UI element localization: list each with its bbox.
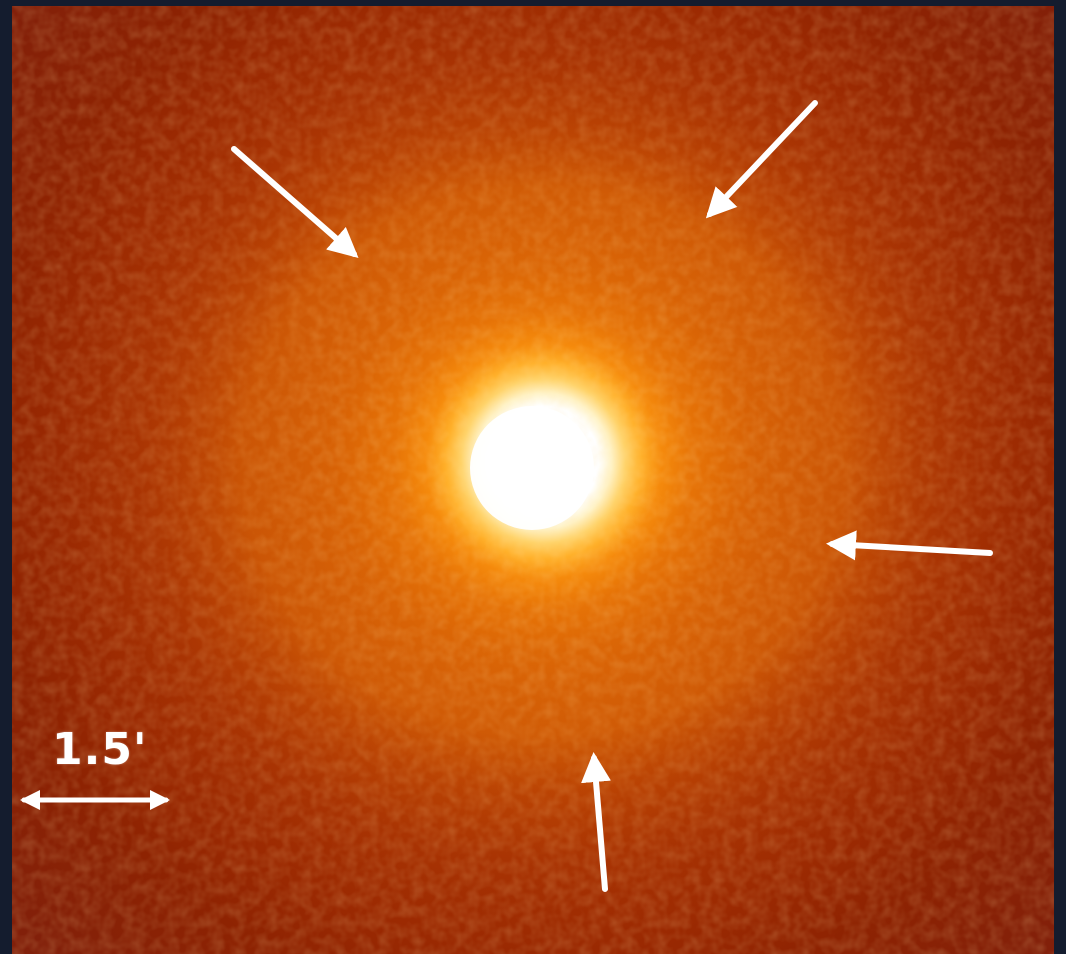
arrow-icon-right: [826, 530, 993, 561]
astronomical-image: 1.5': [12, 6, 1054, 954]
scale-bar-label: 1.5': [52, 724, 148, 775]
arrow-icon-upper-right: [705, 100, 818, 219]
arrow-icon-upper-left: [231, 146, 359, 258]
bright-core: [470, 406, 594, 530]
image-overlay: [12, 6, 1054, 954]
arrow-icon-bottom: [581, 752, 611, 892]
